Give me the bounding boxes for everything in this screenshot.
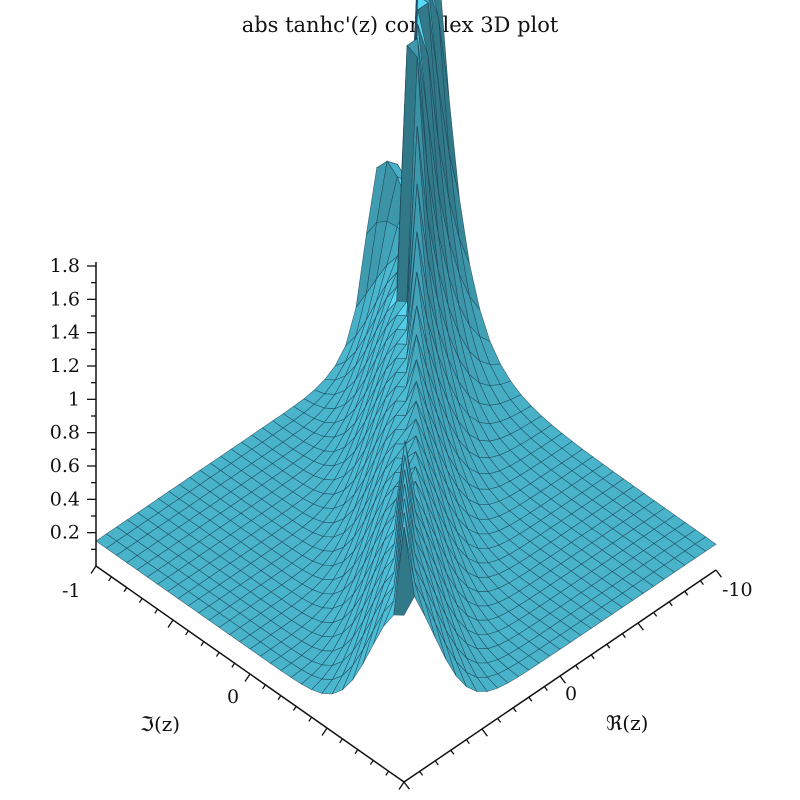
real-tick-mark: [450, 749, 455, 755]
imag-tick-mark: [308, 716, 313, 722]
z-tick-label: 0.4: [50, 488, 80, 510]
imag-tick-mark: [354, 749, 359, 755]
imag-tick-mark: [244, 673, 251, 682]
imag-tick-mark: [262, 684, 266, 690]
z-tick-label: 1.2: [50, 355, 80, 377]
real-tick-mark: [434, 760, 439, 766]
real-tick-mark: [575, 665, 580, 670]
real-tick-mark: [637, 622, 644, 631]
real-tick-mark: [528, 696, 533, 702]
real-tick-mark: [590, 654, 595, 660]
real-tick-label-0: 0: [565, 683, 577, 705]
imag-tick-mark: [200, 641, 205, 647]
imag-tick-mark: [123, 587, 128, 593]
imag-tick-mark: [277, 695, 282, 701]
imag-tick-mark: [398, 781, 405, 790]
imag-tick-mark: [154, 608, 159, 614]
imag-tick-mark: [138, 598, 143, 603]
real-tick-mark: [559, 675, 566, 684]
imag-tick-mark: [292, 706, 297, 711]
real-tick-mark: [512, 707, 517, 713]
real-tick-mark: [497, 718, 502, 723]
imag-axis-label: ℑ(z): [140, 712, 180, 736]
imag-tick-mark: [185, 630, 189, 636]
imag-tick-mark: [369, 760, 374, 765]
imag-tick-mark: [231, 662, 236, 668]
real-tick-mark: [668, 601, 673, 607]
real-tick-mark: [684, 590, 689, 596]
imag-tick-mark: [321, 727, 328, 736]
z-tick-label: 1.4: [50, 322, 80, 344]
imag-tick-label-neg1: -1: [62, 580, 81, 602]
imag-axis: -1 0 ℑ(z): [62, 565, 405, 790]
z-tick-label: 1: [68, 388, 80, 410]
real-tick-mark: [699, 580, 704, 585]
imag-tick-label-0: 0: [227, 686, 239, 708]
real-tick-mark: [465, 739, 470, 744]
z-tick-label: 1.6: [50, 288, 80, 310]
imag-tick-mark: [215, 652, 220, 657]
real-tick-label-neg10: -10: [722, 579, 753, 601]
real-tick-mark: [403, 781, 410, 790]
z-tick-label: 0.8: [50, 422, 80, 444]
real-tick-mark: [606, 643, 611, 649]
real-tick-mark: [653, 612, 658, 617]
imag-tick-mark: [339, 738, 343, 744]
surface-patch: [393, 526, 415, 616]
real-axis: -10 0 ℜ(z): [403, 569, 753, 790]
z-tick-label: 1.8: [50, 255, 80, 277]
surface-mesh: [95, 0, 717, 695]
real-tick-mark: [419, 771, 424, 776]
real-tick-mark: [621, 633, 626, 638]
imag-tick-mark: [90, 565, 97, 574]
real-tick-mark: [715, 569, 722, 578]
real-tick-mark: [481, 728, 488, 737]
real-axis-label: ℜ(z): [606, 711, 648, 735]
z-tick-label: 0.6: [50, 455, 80, 477]
z-axis: 0.2 0.4 0.6 0.8 1 1.2 1.4 1.6 1.8: [50, 255, 97, 566]
real-tick-mark: [543, 686, 548, 691]
imag-tick-mark: [385, 770, 390, 776]
chart-title: abs tanhc'(z) complex 3D plot: [242, 13, 559, 37]
imag-tick-mark: [167, 619, 174, 628]
z-tick-label: 0.2: [50, 522, 80, 544]
imag-tick-mark: [108, 576, 112, 582]
